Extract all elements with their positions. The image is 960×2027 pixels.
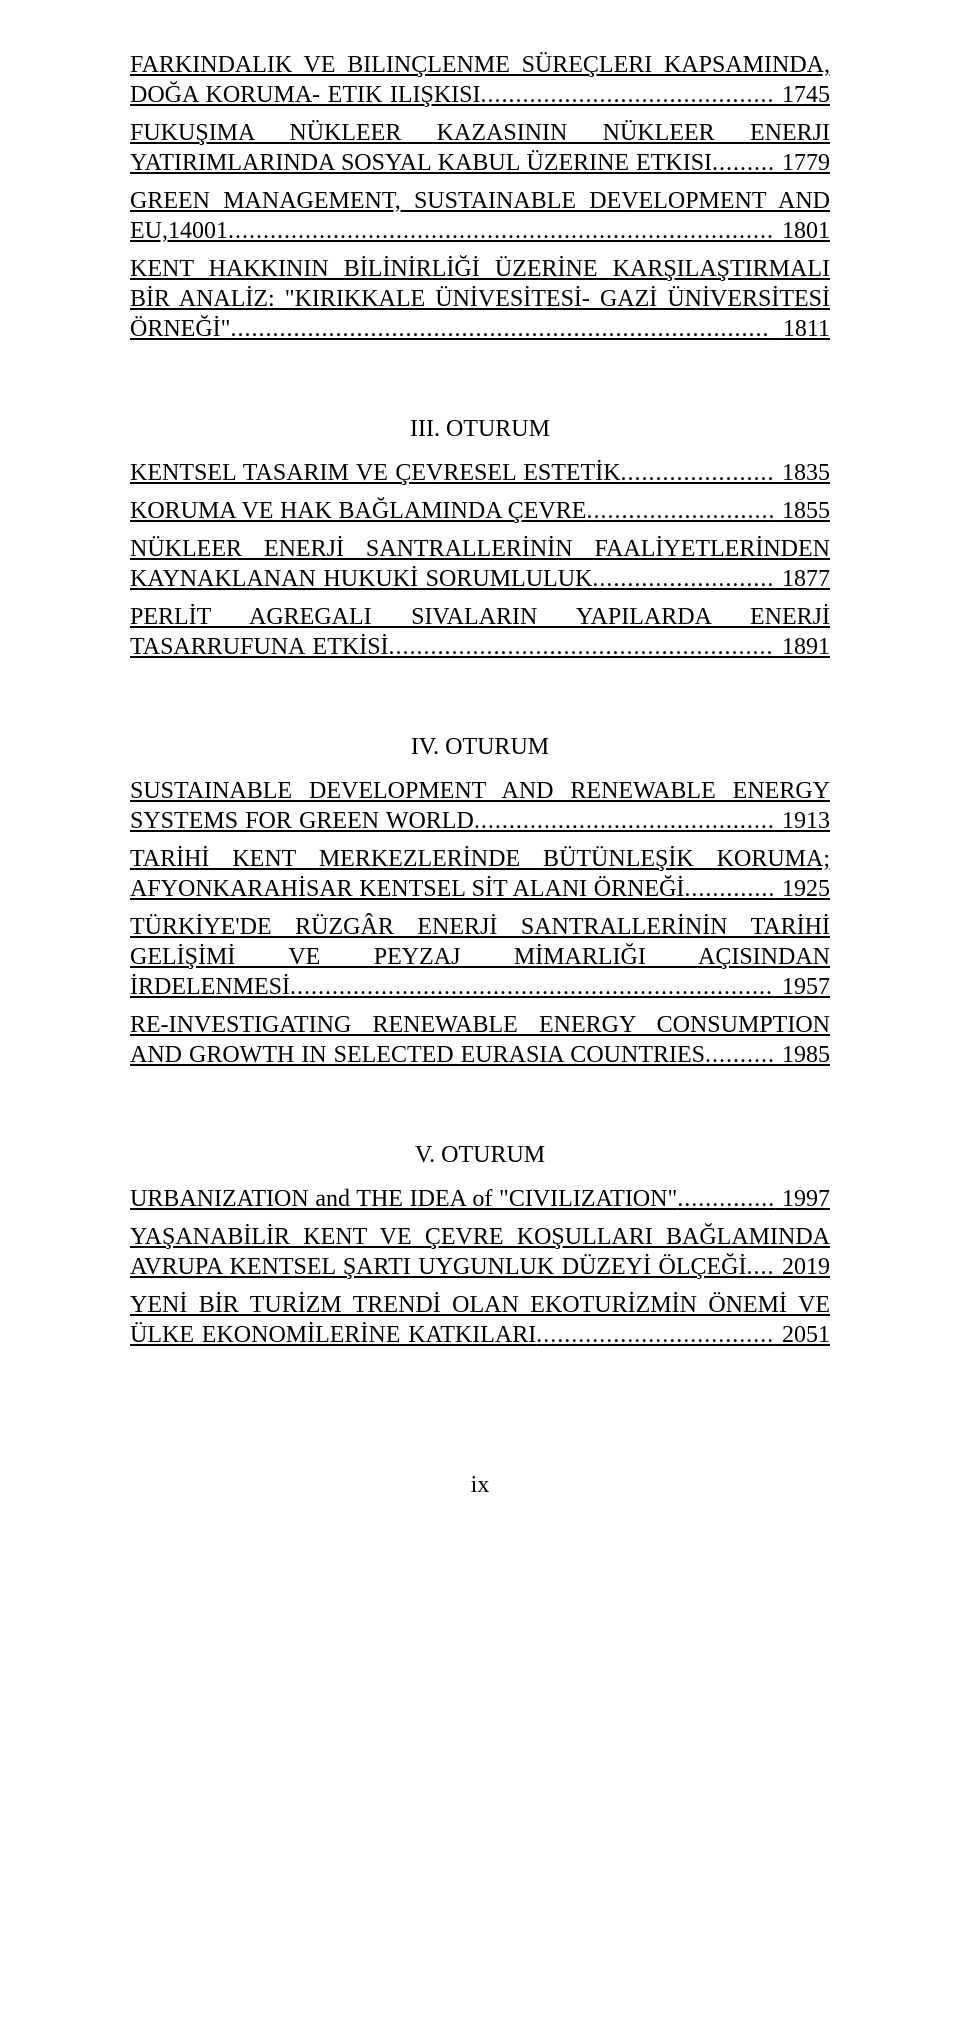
- toc-entry-page: 1877: [782, 566, 830, 592]
- toc-entry: SUSTAINABLE DEVELOPMENT AND RENEWABLE EN…: [130, 776, 830, 836]
- toc-leader-dots: ........................................…: [290, 974, 773, 1000]
- toc-leader-dots: ..........: [705, 1042, 775, 1068]
- toc-entry: FARKINDALIK VE BILINÇLENME SÜREÇLERI KAP…: [130, 50, 830, 110]
- toc-leader-dots: ........................................…: [228, 218, 774, 244]
- toc-entry-title: YAŞANABİLİR KENT VE ÇEVRE KOŞULLARI BAĞL…: [130, 1224, 830, 1280]
- toc-entry-page: 1801: [782, 218, 830, 244]
- toc-entry: YAŞANABİLİR KENT VE ÇEVRE KOŞULLARI BAĞL…: [130, 1222, 830, 1282]
- toc-entry-page: 1997: [782, 1186, 830, 1212]
- toc-entry: KORUMA VE HAK BAĞLAMINDA ÇEVRE..........…: [130, 496, 830, 526]
- toc-entry-title: URBANIZATION and THE IDEA of "CIVILIZATI…: [130, 1186, 677, 1212]
- toc-entry-page: 2051: [782, 1322, 830, 1348]
- toc-entry-page: 1891: [782, 634, 830, 660]
- toc-entry: YENİ BİR TURİZM TRENDİ OLAN EKOTURİZMİN …: [130, 1290, 830, 1350]
- toc-entry-page: 1985: [782, 1042, 830, 1068]
- page-number: ix: [471, 1472, 490, 1498]
- toc-entry: RE-INVESTIGATING RENEWABLE ENERGY CONSUM…: [130, 1010, 830, 1070]
- section-heading: V. OTURUM: [130, 1140, 830, 1170]
- toc-entry-page: 1835: [782, 460, 830, 486]
- toc-entry: NÜKLEER ENERJİ SANTRALLERİNİN FAALİYETLE…: [130, 534, 830, 594]
- toc-entry-page: 1913: [782, 808, 830, 834]
- table-of-contents: FARKINDALIK VE BILINÇLENME SÜREÇLERI KAP…: [130, 50, 830, 1350]
- toc-leader-dots: .........: [712, 150, 775, 176]
- toc-entry: GREEN MANAGEMENT, SUSTAINABLE DEVELOPMEN…: [130, 186, 830, 246]
- toc-leader-dots: ....: [747, 1254, 775, 1280]
- toc-entry-page: 1925: [782, 876, 830, 902]
- toc-entry-title: KORUMA VE HAK BAĞLAMINDA ÇEVRE: [130, 498, 586, 524]
- toc-entry-page: 1745: [782, 82, 830, 108]
- toc-entry-page: 1855: [782, 498, 830, 524]
- section-heading: III. OTURUM: [130, 414, 830, 444]
- toc-entry: KENT HAKKININ BİLİNİRLİĞİ ÜZERİNE KARŞIL…: [130, 254, 830, 344]
- toc-leader-dots: ......................: [621, 460, 775, 486]
- toc-entry: TARİHİ KENT MERKEZLERİNDE BÜTÜNLEŞİK KOR…: [130, 844, 830, 904]
- toc-leader-dots: ...........................: [586, 498, 775, 524]
- toc-entry-title: KENTSEL TASARIM VE ÇEVRESEL ESTETİK: [130, 460, 621, 486]
- toc-entry: FUKUŞIMA NÜKLEER KAZASININ NÜKLEER ENERJ…: [130, 118, 830, 178]
- toc-entry-page: 2019: [782, 1254, 830, 1280]
- toc-entry: KENTSEL TASARIM VE ÇEVRESEL ESTETİK.....…: [130, 458, 830, 488]
- toc-entry-page: 1811: [783, 316, 830, 342]
- toc-leader-dots: .............: [684, 876, 775, 902]
- toc-leader-dots: ..........................: [592, 566, 774, 592]
- toc-leader-dots: ........................................…: [389, 634, 774, 660]
- toc-entry: URBANIZATION and THE IDEA of "CIVILIZATI…: [130, 1184, 830, 1214]
- toc-entry-page: 1957: [782, 974, 830, 1000]
- section-heading: IV. OTURUM: [130, 732, 830, 762]
- toc-entry: TÜRKİYE'DE RÜZGÂR ENERJİ SANTRALLERİNİN …: [130, 912, 830, 1002]
- toc-entry-page: 1779: [782, 150, 830, 176]
- toc-leader-dots: ..................................: [536, 1322, 774, 1348]
- toc-entry: PERLİT AGREGALI SIVALARIN YAPILARDA ENER…: [130, 602, 830, 662]
- toc-leader-dots: ........................................…: [230, 316, 769, 342]
- page-footer: ix: [130, 1470, 830, 1500]
- toc-leader-dots: ........................................…: [480, 82, 774, 108]
- document-page: FARKINDALIK VE BILINÇLENME SÜREÇLERI KAP…: [0, 0, 960, 2027]
- toc-leader-dots: ..............: [677, 1186, 775, 1212]
- toc-leader-dots: ........................................…: [474, 808, 775, 834]
